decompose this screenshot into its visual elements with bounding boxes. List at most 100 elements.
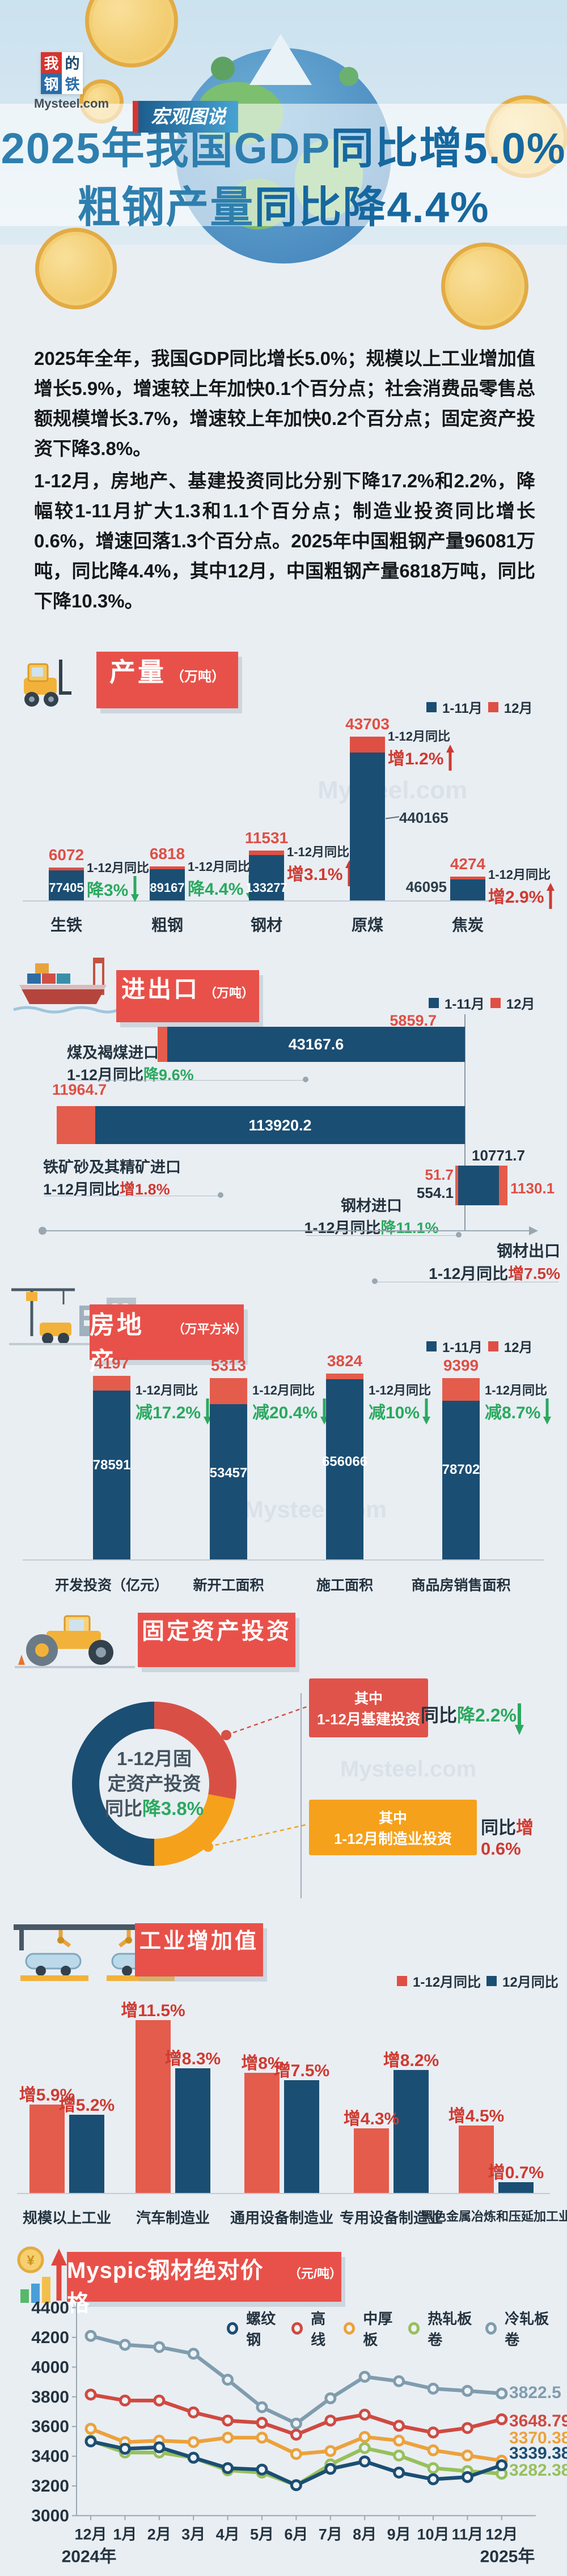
bar-dec-煤及褐煤进口: [158, 1027, 167, 1062]
data-point-中厚板: [427, 2444, 439, 2456]
yoy-value: 降3%: [87, 876, 183, 902]
bar-value-jan-nov: 43167.6: [288, 1036, 344, 1053]
donut-ring: [72, 1702, 236, 1866]
tree-icon: [211, 57, 235, 80]
data-point-高线: [427, 2426, 439, 2439]
data-point-冷轧板卷: [461, 2384, 473, 2397]
yoy-note: 1-12月同比: [388, 729, 451, 743]
yoy-note: 1-12月同比: [369, 1383, 431, 1397]
bar-value-jan-nov: 440165: [399, 809, 448, 826]
road-roller-icon: [15, 1615, 135, 1668]
bar-label-full-year: 增5.9%: [19, 2085, 75, 2105]
bar-value-dec: 4274: [450, 855, 486, 873]
bar-jan-nov-煤及褐煤进口: [167, 1027, 465, 1062]
end-label-热轧板卷: 3282.38: [509, 2461, 567, 2480]
data-point-中厚板: [187, 2436, 200, 2449]
y-tick-label: 3800: [31, 2388, 69, 2407]
callout-box-manufacturing: 其中 1-12月制造业投资: [309, 1800, 477, 1855]
line-chart-canvas: 3000 3200 3400 3600 3800 4000 4200 4400 12月 1月 2月 3…: [31, 2298, 567, 2566]
bar-dec-开发投资（亿元）: [93, 1376, 130, 1391]
bar-value-dec: 1130.1: [510, 1180, 555, 1197]
cargo-ship-icon: [13, 958, 118, 1014]
data-point-冷轧板卷: [290, 2417, 302, 2430]
bar-full-year-汽车制造业: [136, 2020, 171, 2193]
bar-value-jan-nov: 89167: [150, 881, 185, 895]
end-label-高线: 3648.79: [509, 2412, 567, 2430]
bar-value-dec: 5859.7: [390, 1012, 437, 1029]
data-point-螺纹钢: [153, 2441, 166, 2454]
watermark: Mysteel.com: [340, 1757, 477, 1782]
yoy-text: 减8.7%: [485, 1404, 541, 1422]
data-point-热轧板卷: [358, 2442, 371, 2454]
industrial-legend: 1-12月同比 12月同比: [397, 1971, 558, 1991]
y-tick-label: 4000: [31, 2358, 69, 2377]
x-tick-label: 12月: [485, 2526, 518, 2543]
yoy-note: 1-12月同比: [485, 1383, 548, 1397]
legend-marker: [227, 2322, 239, 2335]
data-point-冷轧板卷: [119, 2339, 131, 2351]
y-tick-label: 3400: [31, 2447, 69, 2466]
data-point-螺纹钢: [290, 2479, 302, 2492]
bar-label-dec: 增8.2%: [383, 2051, 439, 2070]
logo-char: 的: [62, 52, 83, 73]
data-point-高线: [324, 2415, 337, 2427]
watermark: Mysteel.com: [244, 1496, 387, 1523]
yoy-text: 增2.9%: [488, 888, 544, 907]
data-point-中厚板: [461, 2449, 473, 2462]
bar-value-jan-nov: 77405: [49, 881, 84, 895]
bar-label-full-year: 增4.3%: [343, 2110, 400, 2129]
data-point-中厚板: [393, 2434, 405, 2447]
data-point-冷轧板卷: [358, 2370, 371, 2383]
yoy-annotation-生铁: 1-12月同比 降3%: [87, 858, 183, 902]
series-line-螺纹钢: [88, 2439, 504, 2488]
data-point-高线: [496, 2413, 508, 2425]
y-tick-label: 4200: [31, 2328, 69, 2347]
yoy-text: 增1.8%: [120, 1181, 170, 1198]
data-point-冷轧板卷: [427, 2382, 439, 2395]
channel-badge: 宏观图说: [133, 101, 238, 133]
title-normal: 粗钢产量: [77, 184, 255, 232]
category-label: 通用设备制造业: [230, 2209, 333, 2226]
legend-label: 1-12月同比: [413, 1975, 481, 1990]
bar-value-dec: 6072: [48, 846, 84, 864]
coin-icon: [441, 243, 528, 330]
data-point-螺纹钢: [119, 2443, 131, 2455]
bar-jan-nov-钢材进口: [458, 1166, 465, 1205]
category-label: 规模以上工业: [22, 2209, 111, 2226]
bar-jan-nov-焦炭: [450, 879, 485, 900]
down-arrow-icon: [543, 1398, 552, 1425]
yoy-value: 增2.9%: [488, 883, 567, 909]
leader-line: [306, 1235, 458, 1236]
callout-box-infrastructure: 其中 1-12月基建投资: [309, 1678, 428, 1737]
legend-marker: [291, 2322, 303, 2335]
x-axis-line: [43, 1230, 529, 1231]
category-label: 新开工面积: [193, 1578, 264, 1593]
leader-dot: [303, 1077, 308, 1082]
bar-dec-新开工面积: [210, 1378, 247, 1404]
y-tick-label: 4400: [31, 2298, 69, 2317]
section-badge-industrial: 工业增加值: [135, 1923, 263, 1976]
result-normal: 同比: [481, 1818, 516, 1838]
legend-label: 12月: [503, 701, 533, 716]
x-axis-line: [23, 900, 544, 902]
leader-line: [385, 816, 400, 819]
data-point-中厚板: [324, 2445, 337, 2457]
data-point-螺纹钢: [496, 2459, 508, 2472]
bar-jan-nov-钢材出口: [465, 1166, 499, 1205]
yoy-text: 降9.6%: [143, 1066, 194, 1083]
legend-label: 12月: [503, 1340, 533, 1355]
data-point-冷轧板卷: [496, 2387, 508, 2400]
up-arrow-icon: [547, 883, 555, 909]
donut-center-line: 同比降3.8%: [105, 1796, 204, 1821]
section-unit: （元/吨）: [289, 2267, 342, 2281]
legend-label: 12月同比: [502, 1975, 558, 1990]
bar-value-dec: 5313: [210, 1357, 247, 1374]
myspic-legend: 螺纹钢 高线 中厚板 热轧板卷 冷轧板卷: [227, 2307, 555, 2349]
data-point-螺纹钢: [84, 2435, 97, 2447]
legend-label: 高线: [311, 2310, 326, 2348]
legend-marker: [344, 2322, 356, 2335]
yoy-value: 增1.2%: [388, 745, 484, 771]
bar-jan-nov-钢材: [249, 855, 284, 900]
watermark: Mysteel.com: [318, 776, 468, 804]
x-axis-line: [23, 1559, 544, 1561]
